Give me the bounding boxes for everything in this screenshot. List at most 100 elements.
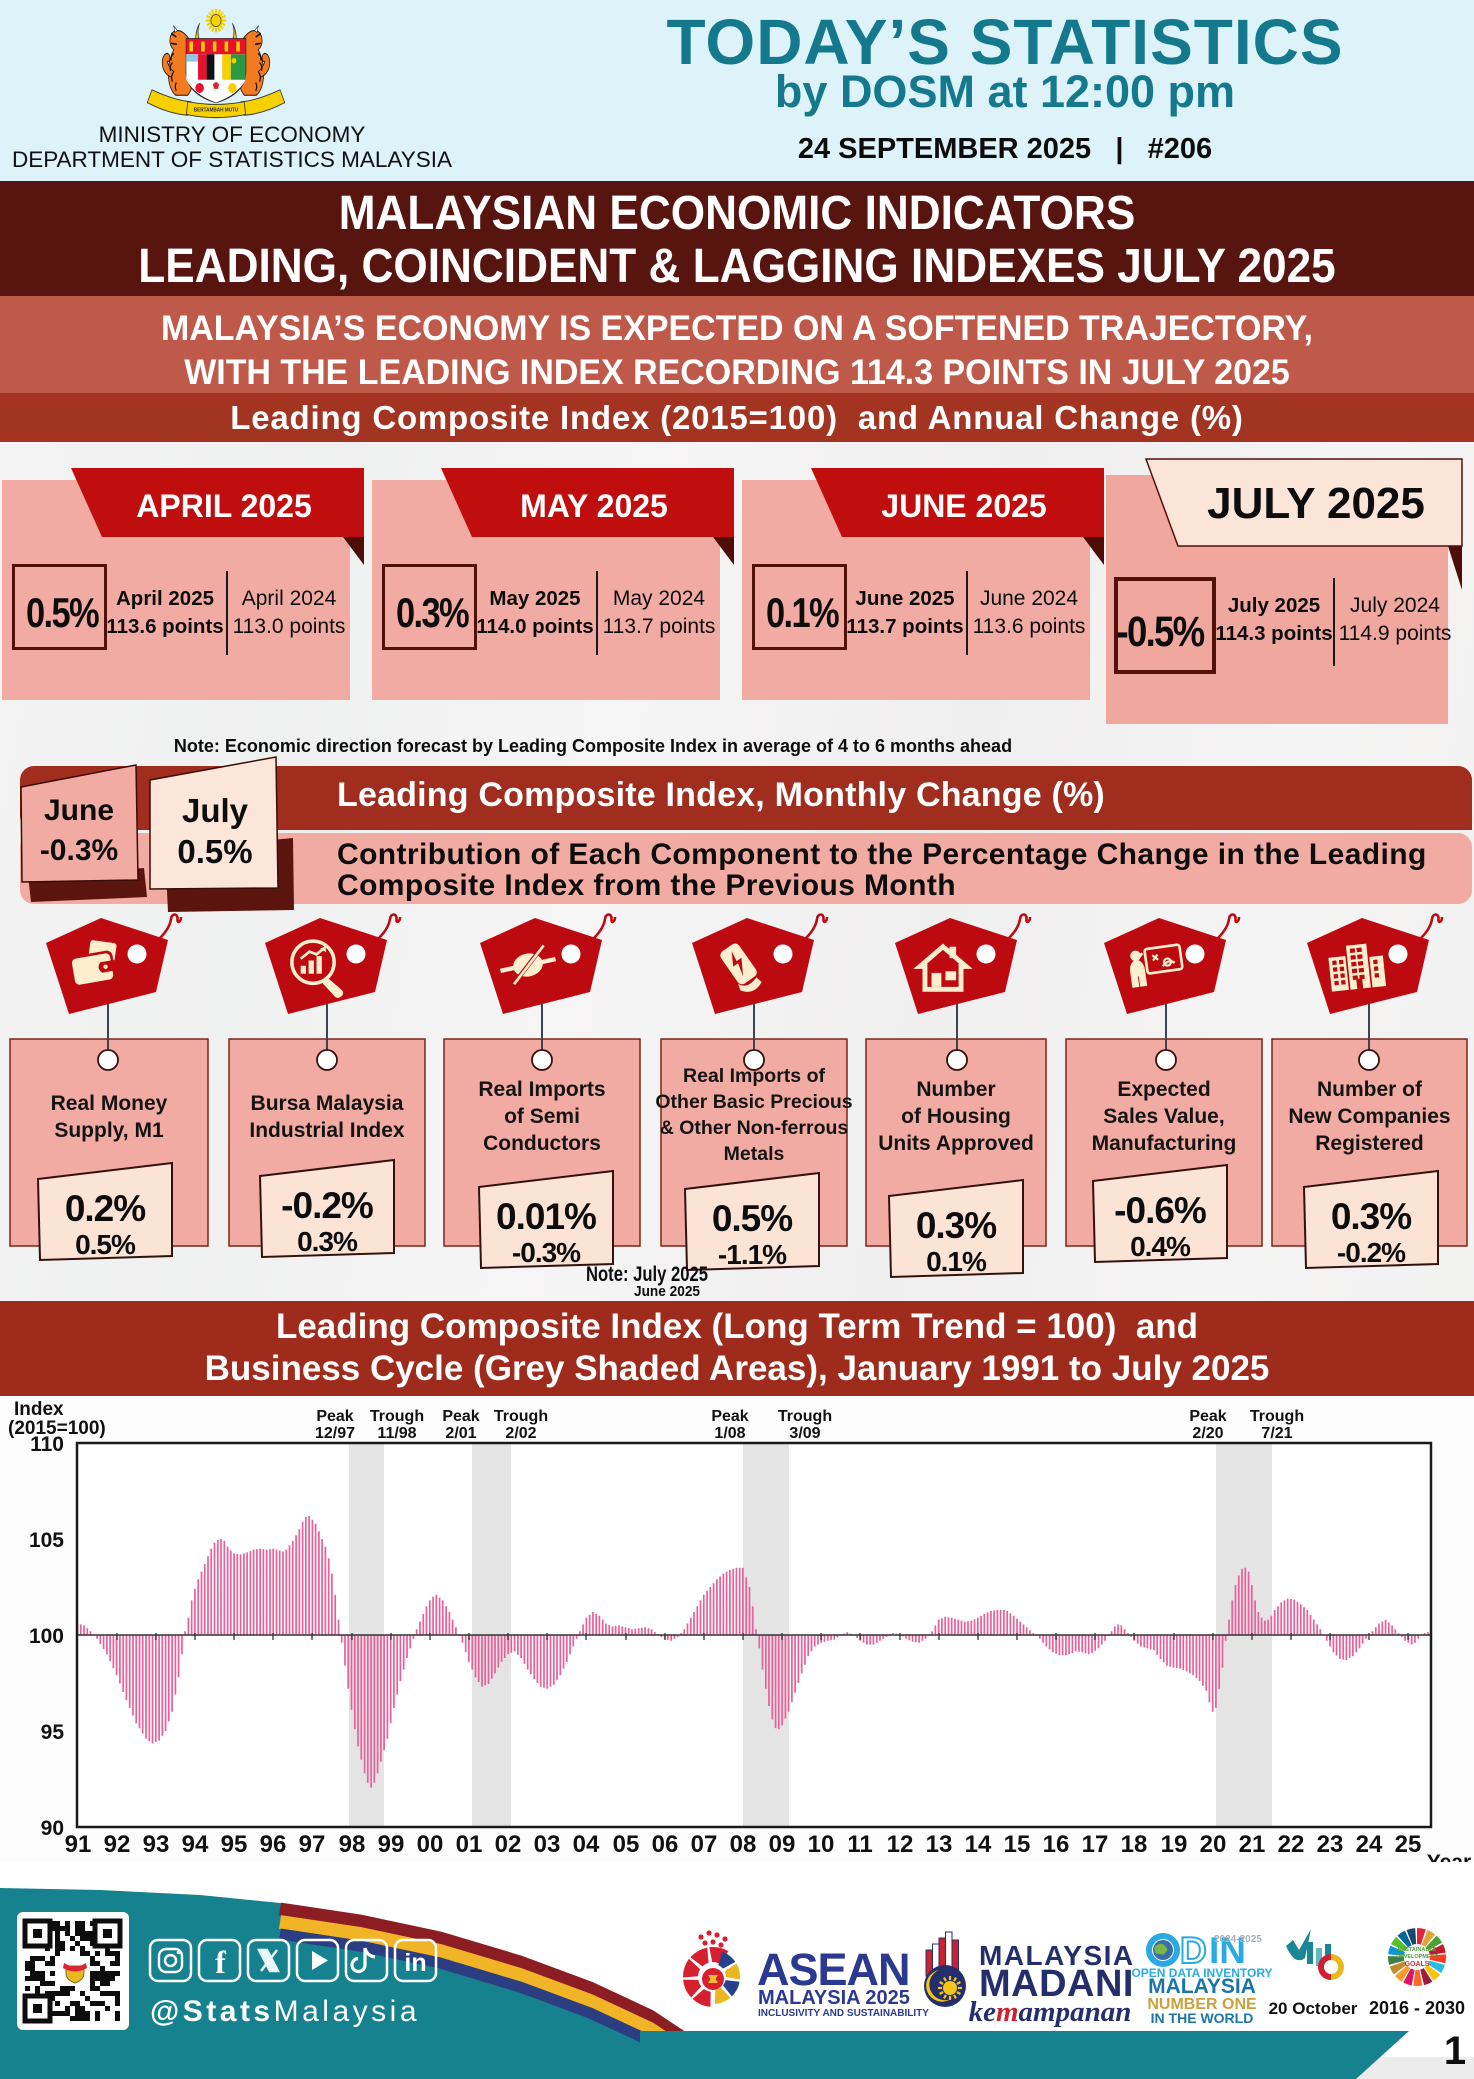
svg-text:Number: Number (916, 1078, 995, 1101)
svg-text:03: 03 (534, 1831, 561, 1858)
svg-text:16: 16 (1043, 1831, 1070, 1858)
svg-text:0.5%: 0.5% (75, 1229, 136, 1260)
svg-text:20: 20 (1200, 1831, 1227, 1858)
svg-text:SUSTAINABLE: SUSTAINABLE (1398, 1947, 1437, 1953)
svg-text:Trough: Trough (778, 1408, 832, 1425)
svg-text:NUMBER ONE: NUMBER ONE (1147, 1996, 1257, 2013)
svg-text:Conductors: Conductors (483, 1132, 601, 1155)
svg-text:7/21: 7/21 (1261, 1425, 1292, 1442)
svg-text:98: 98 (339, 1831, 366, 1858)
svg-text:Trough: Trough (370, 1408, 424, 1425)
svg-text:14: 14 (965, 1831, 992, 1858)
svg-text:2/01: 2/01 (445, 1425, 476, 1442)
svg-text:-0.3%: -0.3% (512, 1237, 581, 1268)
svg-text:-0.2%: -0.2% (281, 1185, 373, 1226)
svg-text:June: June (44, 794, 114, 827)
svg-text:24: 24 (1356, 1831, 1383, 1858)
svg-text:Industrial Index: Industrial Index (249, 1119, 405, 1142)
svg-text:IN: IN (1209, 1930, 1246, 1971)
svg-text:DEVELOPMENT: DEVELOPMENT (1396, 1954, 1439, 1960)
svg-text:12: 12 (887, 1831, 914, 1858)
svg-text:Note: July 2025: Note: July 2025 (586, 1263, 708, 1286)
svg-text:94: 94 (182, 1831, 209, 1858)
svg-text:Sales Value,: Sales Value, (1103, 1105, 1224, 1128)
svg-text:-1.1%: -1.1% (718, 1239, 787, 1270)
svg-text:105: 105 (29, 1529, 64, 1552)
svg-text:97: 97 (299, 1831, 326, 1858)
svg-text:3/09: 3/09 (789, 1425, 820, 1442)
svg-text:21: 21 (1239, 1831, 1266, 1858)
svg-text:BERTAMBAH MUTU: BERTAMBAH MUTU (194, 107, 239, 113)
svg-text:& Other Non-ferrous: & Other Non-ferrous (660, 1117, 849, 1139)
svg-text:04: 04 (573, 1831, 600, 1858)
svg-text:GOALS: GOALS (1405, 1961, 1430, 1968)
svg-text:11: 11 (847, 1831, 872, 1858)
svg-text:Expected: Expected (1117, 1078, 1210, 1101)
svg-text:0.3%: 0.3% (1331, 1196, 1411, 1237)
svg-text:July: July (182, 792, 249, 829)
svg-text:100: 100 (29, 1625, 64, 1648)
svg-text:07: 07 (691, 1831, 718, 1858)
svg-text:06: 06 (652, 1831, 679, 1858)
svg-text:Supply, M1: Supply, M1 (54, 1119, 164, 1142)
svg-text:of Semi: of Semi (504, 1105, 580, 1128)
svg-text:0.3%: 0.3% (916, 1205, 996, 1246)
svg-text:93: 93 (143, 1831, 170, 1858)
svg-text:13: 13 (926, 1831, 953, 1858)
svg-text:D: D (1180, 1930, 1207, 1971)
svg-text:Peak: Peak (711, 1408, 748, 1425)
svg-text:@StatsMalaysia: @StatsMalaysia (150, 1995, 420, 2028)
svg-text:91: 91 (65, 1831, 92, 1858)
svg-text:1: 1 (1444, 2029, 1466, 2073)
svg-text:15: 15 (1004, 1831, 1031, 1858)
svg-text:96: 96 (260, 1831, 287, 1858)
svg-text:Manufacturing: Manufacturing (1092, 1132, 1237, 1155)
svg-text:10: 10 (808, 1831, 835, 1858)
svg-text:IN THE WORLD: IN THE WORLD (1151, 2010, 1254, 2026)
svg-text:f: f (215, 1944, 226, 1980)
svg-text:of Housing: of Housing (901, 1105, 1011, 1128)
svg-text:0.3%: 0.3% (297, 1226, 358, 1257)
svg-text:0.4%: 0.4% (1130, 1231, 1191, 1262)
svg-text:2016 - 2030: 2016 - 2030 (1369, 1998, 1465, 2018)
svg-text:0.2%: 0.2% (65, 1188, 145, 1229)
svg-text:MALAYSIA: MALAYSIA (979, 1940, 1135, 1971)
svg-text:APRIL 2025: APRIL 2025 (136, 488, 312, 524)
svg-text:17: 17 (1082, 1831, 1109, 1858)
svg-text:0.5%: 0.5% (712, 1198, 792, 1239)
svg-text:JULY 2025: JULY 2025 (1207, 479, 1425, 528)
svg-text:MADANI: MADANI (979, 1963, 1134, 2005)
svg-text:INCLUSIVITY AND SUSTAINABILITY: INCLUSIVITY AND SUSTAINABILITY (758, 2008, 929, 2019)
svg-text:kemampanan: kemampanan (969, 1996, 1132, 2028)
svg-text:0.01%: 0.01% (496, 1196, 596, 1237)
svg-text:95: 95 (221, 1831, 248, 1858)
svg-text:Other Basic Precious: Other Basic Precious (655, 1091, 852, 1113)
svg-text:Peak: Peak (316, 1408, 353, 1425)
svg-text:in: in (404, 1949, 426, 1977)
svg-text:0.5%: 0.5% (177, 833, 252, 870)
svg-text:Bursa Malaysia: Bursa Malaysia (251, 1092, 404, 1115)
svg-text:Number of: Number of (1317, 1078, 1423, 1101)
svg-text:05: 05 (613, 1831, 640, 1858)
svg-text:-0.2%: -0.2% (1337, 1237, 1406, 1268)
svg-text:02: 02 (495, 1831, 522, 1858)
svg-text:12/97: 12/97 (315, 1425, 355, 1442)
svg-text:22: 22 (1278, 1831, 1305, 1858)
svg-text:Index: Index (14, 1399, 64, 1420)
svg-text:11/98: 11/98 (377, 1425, 416, 1442)
svg-text:Real Money: Real Money (51, 1092, 168, 1115)
svg-text:(2015=100): (2015=100) (8, 1418, 106, 1439)
svg-text:99: 99 (378, 1831, 405, 1858)
svg-text:OPEN DATA INVENTORY: OPEN DATA INVENTORY (1131, 1966, 1272, 1980)
svg-text:Real Imports: Real Imports (478, 1078, 605, 1101)
svg-text:Trough: Trough (494, 1408, 548, 1425)
svg-text:25: 25 (1395, 1831, 1422, 1858)
svg-text:95: 95 (41, 1721, 65, 1744)
svg-text:MALAYSIA: MALAYSIA (1148, 1975, 1256, 1998)
svg-text:-0.6%: -0.6% (1114, 1190, 1206, 1231)
svg-text:2/02: 2/02 (505, 1425, 536, 1442)
svg-text:18: 18 (1121, 1831, 1148, 1858)
svg-text:Peak: Peak (442, 1408, 479, 1425)
svg-text:Units Approved: Units Approved (878, 1132, 1034, 1155)
svg-text:Peak: Peak (1189, 1408, 1226, 1425)
